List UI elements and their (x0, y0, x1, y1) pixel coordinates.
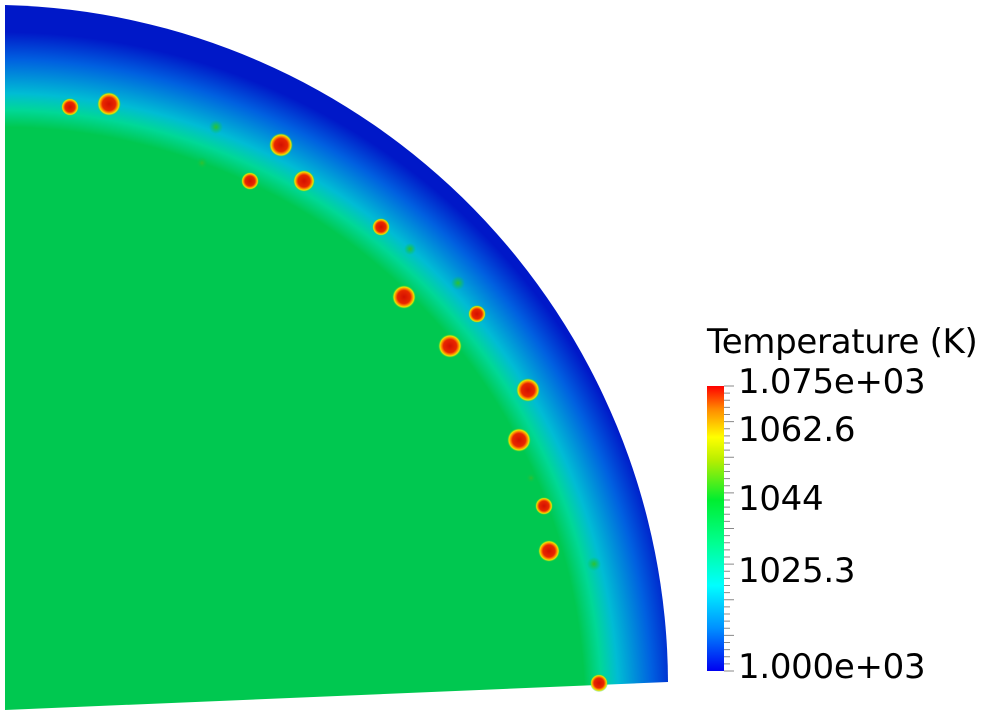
legend-label-min: 1.000e+03 (738, 647, 926, 687)
faint-hotspot (451, 276, 465, 290)
hotspot (241, 172, 259, 190)
faint-hotspot (526, 473, 536, 483)
hotspot (507, 428, 531, 452)
colorbar (707, 386, 724, 671)
hotspot (438, 334, 462, 358)
hotspot (97, 92, 121, 116)
faint-hotspot (587, 557, 601, 571)
quarter-disc-domain (5, 5, 668, 710)
hotspot (269, 133, 293, 157)
hotspot (293, 170, 315, 192)
colorbar-ticks (724, 385, 734, 672)
faint-hotspot (404, 243, 416, 255)
legend-label-mid: 1044 (738, 479, 824, 519)
faint-hotspot (209, 120, 223, 134)
hotspot (516, 378, 540, 402)
legend-label-lower: 1025.3 (738, 551, 856, 591)
hotspot (468, 305, 486, 323)
legend-title: Temperature (K) (707, 322, 978, 362)
hotspot (538, 540, 560, 562)
hotspot-group (61, 92, 608, 692)
hotspot (590, 674, 608, 692)
faint-hotspot (196, 157, 208, 169)
legend-label-max: 1.075e+03 (738, 362, 926, 402)
hotspot (61, 98, 79, 116)
hotspot (392, 285, 416, 309)
legend-label-upper: 1062.6 (738, 410, 856, 450)
hotspot (535, 497, 553, 515)
hotspot (372, 218, 390, 236)
